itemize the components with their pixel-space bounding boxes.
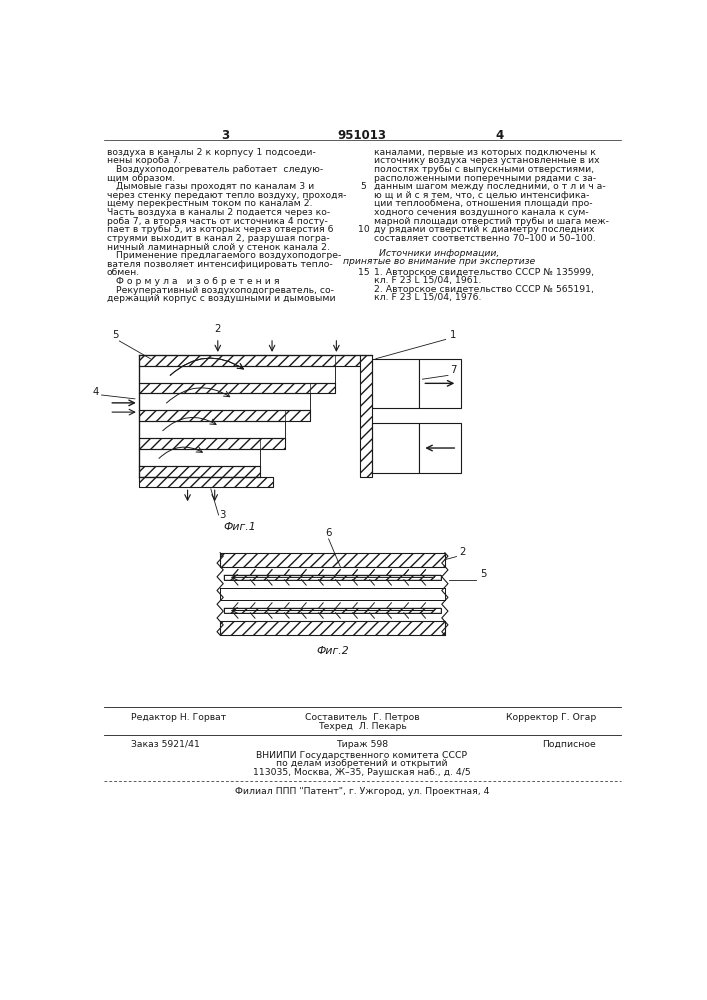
Text: 1. Авторское свидетельство СССР № 135999,: 1. Авторское свидетельство СССР № 135999…: [373, 268, 594, 277]
Bar: [360, 355, 372, 477]
Text: Дымовые газы проходят по каналам 3 и: Дымовые газы проходят по каналам 3 и: [107, 182, 314, 191]
Bar: [220, 553, 445, 567]
Text: 2: 2: [215, 324, 221, 334]
Text: кл. F 23 L 15/04, 1961.: кл. F 23 L 15/04, 1961.: [373, 276, 481, 285]
Text: ю щ и й с я тем, что, с целью интенсифика-: ю щ и й с я тем, что, с целью интенсифик…: [373, 191, 589, 200]
Text: пает в трубы 5, из которых через отверстия 6: пает в трубы 5, из которых через отверст…: [107, 225, 334, 234]
Text: Филиал ППП "Патент", г. Ужгород, ул. Проектная, 4: Филиал ППП "Патент", г. Ужгород, ул. Про…: [235, 787, 489, 796]
Bar: [224, 575, 441, 580]
Bar: [224, 575, 441, 580]
Bar: [139, 438, 285, 449]
Bar: [139, 466, 260, 477]
Bar: [419, 423, 461, 473]
Text: 6: 6: [325, 528, 332, 538]
Text: полостях трубы с выпускными отверстиями,: полостях трубы с выпускными отверстиями,: [373, 165, 594, 174]
Text: 2. Авторское свидетельство СССР № 565191,: 2. Авторское свидетельство СССР № 565191…: [373, 285, 593, 294]
Bar: [139, 477, 273, 487]
Text: 951013: 951013: [337, 129, 387, 142]
Text: Составитель  Г. Петров: Составитель Г. Петров: [305, 713, 419, 722]
Text: струями выходит в канал 2, разрушая погра-: струями выходит в канал 2, разрушая погр…: [107, 234, 329, 243]
Text: расположенными поперечными рядами с за-: расположенными поперечными рядами с за-: [373, 174, 596, 183]
Text: Корректор Г. Огар: Корректор Г. Огар: [506, 713, 596, 722]
Text: составляет соответственно 70–100 и 50–100.: составляет соответственно 70–100 и 50–10…: [373, 234, 595, 243]
Bar: [139, 477, 273, 487]
Text: обмен.: обмен.: [107, 268, 140, 277]
Text: Подписное: Подписное: [542, 740, 596, 749]
Bar: [224, 608, 441, 613]
Text: Часть воздуха в каналы 2 подается через ко-: Часть воздуха в каналы 2 подается через …: [107, 208, 330, 217]
Text: 7: 7: [450, 365, 457, 375]
Bar: [224, 608, 441, 613]
Text: 113035, Москва, Ж–35, Раушская наб., д. 4/5: 113035, Москва, Ж–35, Раушская наб., д. …: [253, 768, 471, 777]
Text: по делам изобретений и открытий: по делам изобретений и открытий: [276, 759, 448, 768]
Bar: [139, 410, 310, 421]
Text: данным шагом между последними, о т л и ч а-: данным шагом между последними, о т л и ч…: [373, 182, 605, 191]
Bar: [139, 438, 285, 449]
Text: Источники информации,: Источники информации,: [379, 249, 500, 258]
Text: нены короба 7.: нены короба 7.: [107, 156, 181, 165]
Bar: [139, 410, 310, 421]
Bar: [360, 355, 372, 477]
Text: 1: 1: [450, 330, 457, 340]
Text: 10: 10: [358, 225, 369, 234]
Text: Фиг.1: Фиг.1: [223, 522, 256, 532]
Bar: [139, 355, 360, 366]
Text: кл. F 23 L 15/04, 1976.: кл. F 23 L 15/04, 1976.: [373, 293, 481, 302]
Bar: [220, 553, 445, 567]
Text: Рекуперативный воздухоподогреватель, со-: Рекуперативный воздухоподогреватель, со-: [107, 286, 334, 295]
Text: Тираж 598: Тираж 598: [336, 740, 388, 749]
Text: щему перекрестным током по каналам 2.: щему перекрестным током по каналам 2.: [107, 199, 312, 208]
Text: ду рядами отверстий к диаметру последних: ду рядами отверстий к диаметру последних: [373, 225, 594, 234]
Text: 5: 5: [480, 569, 486, 579]
Text: марной площади отверстий трубы и шага меж-: марной площади отверстий трубы и шага ме…: [373, 217, 609, 226]
Text: вателя позволяет интенсифицировать тепло-: вателя позволяет интенсифицировать тепло…: [107, 260, 333, 269]
Text: 4: 4: [93, 387, 99, 397]
Text: Техред  Л. Пекарь: Техред Л. Пекарь: [317, 722, 407, 731]
Bar: [139, 383, 335, 393]
Text: Редактор Н. Горват: Редактор Н. Горват: [131, 713, 226, 722]
Text: Фиг.2: Фиг.2: [316, 646, 349, 656]
Text: принятые во внимание при экспертизе: принятые во внимание при экспертизе: [344, 257, 536, 266]
Text: через стенку передают тепло воздуху, проходя-: через стенку передают тепло воздуху, про…: [107, 191, 346, 200]
Text: держащий корпус с воздушными и дымовыми: держащий корпус с воздушными и дымовыми: [107, 294, 336, 303]
Text: щим образом.: щим образом.: [107, 174, 175, 183]
Text: 3: 3: [221, 129, 230, 142]
Bar: [220, 588, 445, 600]
Text: каналами, первые из которых подключены к: каналами, первые из которых подключены к: [373, 148, 595, 157]
Bar: [139, 466, 260, 477]
Text: роба 7, а вторая часть от источника 4 посту-: роба 7, а вторая часть от источника 4 по…: [107, 217, 328, 226]
Text: 2: 2: [459, 547, 465, 557]
Text: Заказ 5921/41: Заказ 5921/41: [131, 740, 200, 749]
Text: ВНИИПИ Государственного комитета СССР: ВНИИПИ Государственного комитета СССР: [257, 751, 467, 760]
Text: ходного сечения воздушного канала к сум-: ходного сечения воздушного канала к сум-: [373, 208, 588, 217]
Text: 4: 4: [495, 129, 503, 142]
Text: Воздухоподогреватель работает  следую-: Воздухоподогреватель работает следую-: [107, 165, 323, 174]
Bar: [220, 621, 445, 635]
Bar: [220, 621, 445, 635]
Bar: [139, 383, 335, 393]
Text: Ф о р м у л а   и з о б р е т е н и я: Ф о р м у л а и з о б р е т е н и я: [107, 277, 279, 286]
Text: ции теплообмена, отношения площади про-: ции теплообмена, отношения площади про-: [373, 199, 592, 208]
Text: ничный ламинарный слой у стенок канала 2.: ничный ламинарный слой у стенок канала 2…: [107, 243, 330, 252]
Text: 3: 3: [219, 510, 226, 520]
Bar: [419, 359, 461, 408]
Text: 5: 5: [112, 330, 119, 340]
Text: 5: 5: [361, 182, 366, 191]
Text: Применение предлагаемого воздухоподогре-: Применение предлагаемого воздухоподогре-: [107, 251, 341, 260]
Text: источнику воздуха через установленные в их: источнику воздуха через установленные в …: [373, 156, 600, 165]
Text: 15: 15: [358, 268, 369, 277]
Bar: [139, 355, 360, 366]
Text: воздуха в каналы 2 к корпусу 1 подсоеди-: воздуха в каналы 2 к корпусу 1 подсоеди-: [107, 148, 316, 157]
